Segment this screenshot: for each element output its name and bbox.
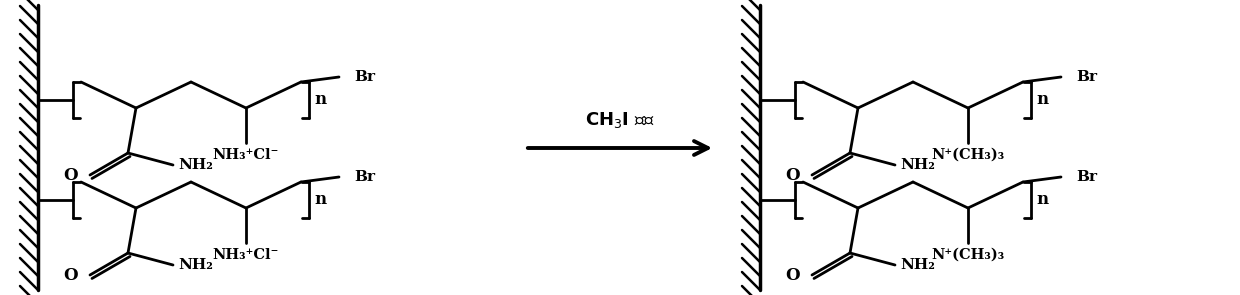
Text: O: O <box>63 266 78 283</box>
Text: NH₂: NH₂ <box>900 258 935 272</box>
Text: Br: Br <box>353 70 374 84</box>
Text: Br: Br <box>353 170 374 184</box>
Text: NH₂: NH₂ <box>900 158 935 172</box>
Text: N⁺(CH₃)₃: N⁺(CH₃)₃ <box>931 248 1004 262</box>
Text: NH₃⁺Cl⁻: NH₃⁺Cl⁻ <box>213 248 279 262</box>
Text: O: O <box>63 166 78 183</box>
Text: O: O <box>785 166 800 183</box>
Text: NH₂: NH₂ <box>179 158 213 172</box>
Text: Br: Br <box>1076 70 1097 84</box>
Text: n: n <box>1035 191 1048 209</box>
Text: n: n <box>314 191 326 209</box>
Text: CH$_3$I 过量: CH$_3$I 过量 <box>585 110 655 130</box>
Text: n: n <box>1035 91 1048 109</box>
Text: O: O <box>785 266 800 283</box>
Text: Br: Br <box>1076 170 1097 184</box>
Text: NH₂: NH₂ <box>179 258 213 272</box>
Text: N⁺(CH₃)₃: N⁺(CH₃)₃ <box>931 148 1004 162</box>
Text: n: n <box>314 91 326 109</box>
Text: NH₃⁺Cl⁻: NH₃⁺Cl⁻ <box>213 148 279 162</box>
